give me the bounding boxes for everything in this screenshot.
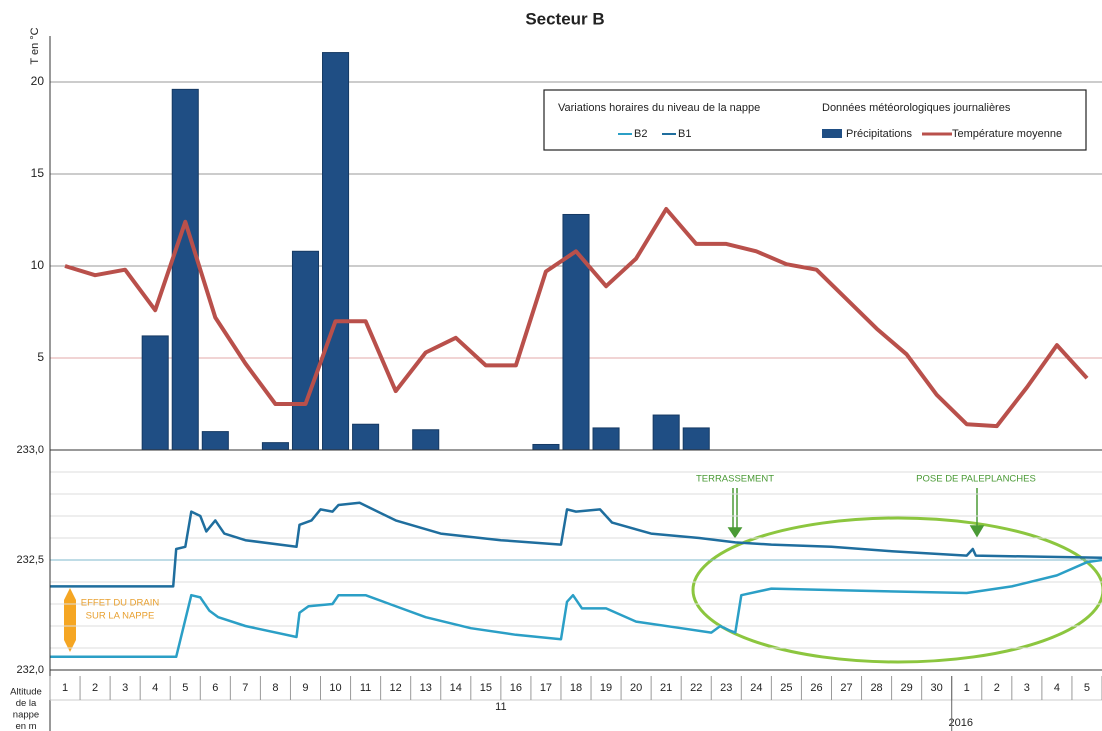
x-tick-label: 3 bbox=[1024, 682, 1030, 694]
x-tick-label: 19 bbox=[600, 682, 612, 694]
x-tick-label: 17 bbox=[540, 682, 552, 694]
x-tick-label: 2 bbox=[92, 682, 98, 694]
level-line bbox=[50, 501, 1102, 588]
legend-label: Température moyenne bbox=[952, 128, 1062, 140]
row-label: de la bbox=[16, 698, 37, 709]
annotation: POSE DE PALEPLANCHES bbox=[916, 474, 1036, 485]
bar bbox=[592, 427, 620, 451]
bar bbox=[682, 427, 710, 451]
x-tick-label: 18 bbox=[570, 682, 582, 694]
legend-swatch bbox=[822, 129, 842, 138]
category-group-label: 11 bbox=[495, 701, 506, 713]
legend-label: Précipitations bbox=[846, 128, 913, 140]
bar bbox=[322, 52, 350, 451]
legend-group-title: Variations horaires du niveau de la napp… bbox=[558, 102, 760, 114]
legend-group-title: Données météorologiques journalières bbox=[822, 102, 1011, 114]
y-tick-label: 10 bbox=[31, 258, 45, 272]
legend-label: B1 bbox=[678, 128, 691, 140]
x-tick-label: 21 bbox=[660, 682, 672, 694]
legend-box bbox=[543, 89, 1087, 151]
arrow-drain bbox=[64, 588, 76, 652]
x-tick-label: 10 bbox=[329, 682, 341, 694]
bar bbox=[261, 442, 289, 451]
x-tick-label: 11 bbox=[360, 682, 371, 694]
x-tick-label: 26 bbox=[810, 682, 822, 694]
annotation: SUR LA NAPPE bbox=[86, 611, 155, 622]
chart-title: Secteur B bbox=[525, 9, 604, 28]
bar bbox=[412, 429, 440, 451]
category-group-label: 2016 bbox=[948, 717, 972, 729]
x-tick-label: 22 bbox=[690, 682, 702, 694]
bar bbox=[532, 443, 560, 451]
x-tick-label: 24 bbox=[750, 682, 762, 694]
x-tick-label: 1 bbox=[62, 682, 68, 694]
y-tick-label: 233,0 bbox=[16, 444, 44, 456]
y-tick-label: 232,0 bbox=[16, 664, 44, 676]
x-tick-label: 2 bbox=[994, 682, 1000, 694]
bar bbox=[562, 213, 590, 451]
x-tick-label: 4 bbox=[152, 682, 158, 694]
row-label: Altitude bbox=[10, 687, 42, 698]
arrow-terrassement bbox=[727, 488, 743, 539]
temperature-line bbox=[64, 207, 1089, 429]
annotation: TERRASSEMENT bbox=[696, 474, 774, 485]
x-tick-label: 20 bbox=[630, 682, 642, 694]
x-tick-label: 6 bbox=[212, 682, 218, 694]
bar bbox=[141, 335, 169, 451]
y-axis-title: T en °C bbox=[29, 27, 41, 64]
x-tick-label: 7 bbox=[242, 682, 248, 694]
x-tick-label: 12 bbox=[390, 682, 402, 694]
y-tick-label: 20 bbox=[31, 74, 45, 88]
bar bbox=[291, 250, 320, 451]
highlight-ellipse bbox=[691, 516, 1102, 664]
bar bbox=[201, 431, 229, 451]
row-label: en m bbox=[15, 721, 36, 731]
arrow-paleplanches bbox=[969, 488, 985, 538]
x-tick-label: 1 bbox=[964, 682, 970, 694]
x-tick-label: 15 bbox=[480, 682, 492, 694]
x-tick-label: 27 bbox=[840, 682, 852, 694]
x-tick-label: 30 bbox=[931, 682, 943, 694]
annotation: EFFET DU DRAIN bbox=[81, 598, 160, 609]
bar bbox=[352, 423, 380, 451]
y-tick-label: 15 bbox=[31, 166, 45, 180]
legend-label: B2 bbox=[634, 128, 647, 140]
y-tick-label: 232,5 bbox=[16, 554, 44, 566]
x-tick-label: 3 bbox=[122, 682, 128, 694]
x-tick-label: 4 bbox=[1054, 682, 1060, 694]
x-tick-label: 28 bbox=[870, 682, 882, 694]
level-line bbox=[50, 558, 1102, 659]
x-tick-label: 14 bbox=[450, 682, 462, 694]
bar bbox=[652, 414, 680, 451]
x-tick-label: 25 bbox=[780, 682, 792, 694]
x-tick-label: 5 bbox=[1084, 682, 1090, 694]
x-tick-label: 23 bbox=[720, 682, 732, 694]
x-tick-label: 29 bbox=[901, 682, 913, 694]
x-tick-label: 9 bbox=[302, 682, 308, 694]
bar bbox=[171, 88, 199, 451]
y-tick-label: 5 bbox=[37, 350, 44, 364]
row-label: nappe bbox=[13, 710, 39, 721]
x-tick-label: 8 bbox=[272, 682, 278, 694]
x-tick-label: 13 bbox=[420, 682, 432, 694]
x-tick-label: 5 bbox=[182, 682, 188, 694]
x-tick-label: 16 bbox=[510, 682, 522, 694]
